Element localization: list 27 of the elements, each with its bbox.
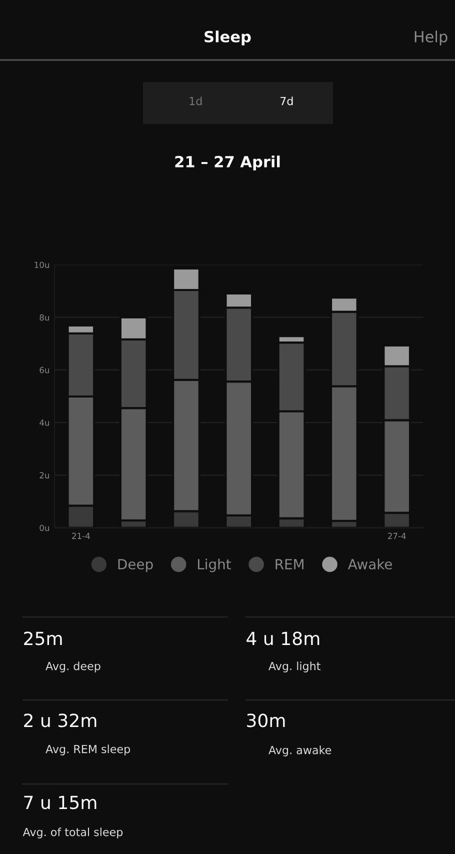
text: Avg. deep: [46, 662, 100, 672]
x-tick-label: 27-4: [388, 532, 406, 539]
y-tick-label: 8u: [40, 314, 49, 321]
legend-label: Light: [198, 558, 231, 572]
text: 1d: [190, 96, 202, 106]
chart-title: Sleep: [204, 30, 251, 46]
chart-subtitle: 21 – 27 April: [175, 156, 280, 170]
legend-label: Deep: [118, 559, 153, 572]
y-tick-label: 6u: [40, 366, 49, 374]
text: 25m: [24, 632, 62, 646]
text: 7d: [280, 96, 293, 106]
y-tick-label: 4u: [40, 420, 49, 426]
text: 30m: [247, 714, 285, 728]
text: Avg. REM sleep: [46, 744, 130, 756]
y-tick-label: 2u: [40, 472, 49, 478]
text: 2 u 32m: [24, 714, 96, 728]
legend-label: REM: [276, 559, 304, 570]
text: 4 u 18m: [246, 632, 320, 646]
y-tick-label: 10u: [34, 262, 49, 268]
text: Avg. of total sleep: [22, 828, 123, 838]
legend-label: Awake: [348, 558, 392, 570]
x-tick-label: 21-4: [72, 532, 90, 539]
text: Help: [414, 30, 448, 46]
text: 7 u 15m: [24, 796, 96, 810]
y-tick-label: 0u: [40, 524, 49, 532]
text: Avg. light: [268, 662, 320, 672]
text: Avg. awake: [268, 746, 332, 756]
